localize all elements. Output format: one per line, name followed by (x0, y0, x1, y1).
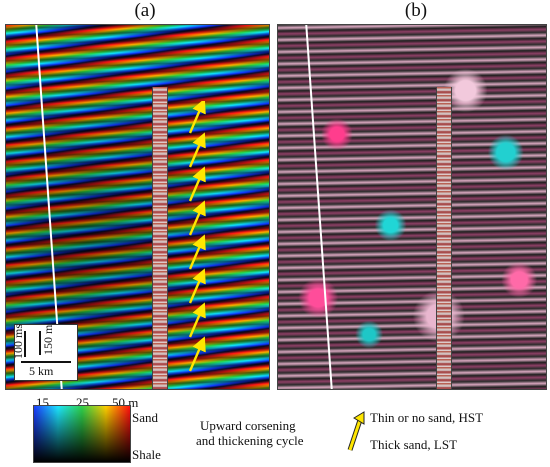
cycle-label-line1: Upward corsening (200, 418, 296, 433)
panel-b-label: (b) (404, 0, 428, 21)
legend-arrow-icon (347, 411, 365, 451)
depth-scale-label: 150 m (41, 324, 55, 355)
scale-bar-box: 100 ms 150 m 5 km (11, 323, 78, 381)
cycle-arrow (188, 234, 206, 270)
cycle-label-line2: and thickening cycle (196, 433, 304, 448)
cycle-arrow (188, 268, 206, 304)
panel-a-label: (a) (134, 0, 156, 21)
distance-scale-label: 5 km (29, 364, 54, 378)
colorbar-sand-label: Sand (132, 410, 158, 425)
seismic-panel-b (277, 24, 547, 390)
cycle-arrow (188, 200, 206, 236)
cycle-arrows (188, 101, 206, 372)
colorbar-shale-label: Shale (132, 447, 161, 462)
cycle-arrow (188, 166, 206, 202)
fault-line-b (305, 25, 333, 389)
thick-sand-label: Thick sand, LST (370, 437, 458, 452)
well-log-b (436, 87, 452, 389)
thin-sand-label: Thin or no sand, HST (370, 410, 484, 425)
cycle-arrow (188, 302, 206, 338)
distance-scale-bar (21, 361, 71, 363)
seismic-panel-a: 100 ms 150 m 5 km (5, 24, 270, 390)
cycle-arrow (188, 336, 206, 372)
well-log-a (152, 87, 168, 389)
colorbar (33, 405, 131, 463)
cycle-arrow (188, 101, 206, 134)
depth-scale-bar (39, 331, 41, 355)
cycle-arrow (188, 132, 206, 168)
time-scale-label: 100 ms (11, 323, 25, 359)
time-scale-bar (24, 331, 26, 357)
